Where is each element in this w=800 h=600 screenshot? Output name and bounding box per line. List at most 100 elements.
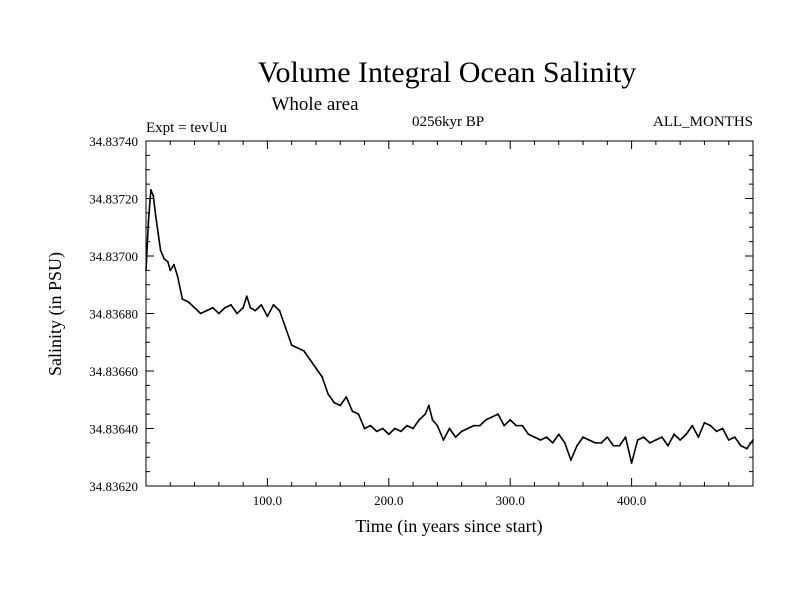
salinity-data-point <box>169 269 172 272</box>
salinity-data-point <box>533 436 536 439</box>
salinity-data-point <box>321 375 323 378</box>
salinity-data-point <box>290 344 293 347</box>
salinity-data-point <box>485 418 487 421</box>
x-tick-label: 300.0 <box>496 493 525 508</box>
salinity-data-point <box>673 433 675 436</box>
salinity-data-point <box>254 309 257 312</box>
salinity-data-point <box>236 312 238 315</box>
salinity-data-point <box>570 459 572 462</box>
axis-ticks: 100.0 200.0 300.0 400.0 34.83620 34.83640 34.8… <box>89 134 753 508</box>
salinity-data-point <box>159 249 162 252</box>
salinity-data-point <box>357 413 360 416</box>
salinity-data-point <box>333 401 336 404</box>
salinity-data-point <box>315 367 317 370</box>
salinity-data-point <box>491 416 493 418</box>
salinity-series-line <box>145 189 754 464</box>
salinity-data-point <box>427 404 430 407</box>
salinity-data-point <box>624 436 627 439</box>
salinity-data-point <box>181 298 184 301</box>
chart-title: Volume Integral Ocean Salinity <box>258 56 637 89</box>
salinity-data-point <box>715 430 718 433</box>
salinity-data-point <box>193 306 196 309</box>
salinity-data-point <box>327 393 329 395</box>
x-axis-label: Time (in years since start) <box>355 516 542 537</box>
salinity-data-point <box>521 424 524 427</box>
salinity-data-point <box>166 260 169 263</box>
salinity-data-point <box>563 441 566 444</box>
plot-frame <box>145 140 754 487</box>
salinity-data-point <box>503 424 506 427</box>
salinity-data-point <box>412 427 414 430</box>
salinity-data-point <box>308 358 311 361</box>
salinity-data-point <box>648 441 651 444</box>
salinity-data-point <box>157 232 160 234</box>
salinity-data-point <box>588 439 591 441</box>
salinity-data-point <box>278 309 281 312</box>
salinity-data-point <box>545 436 548 439</box>
salinity-data-point <box>515 424 518 427</box>
experiment-label: Expt = tevUu <box>146 120 227 136</box>
x-tick-label: 400.0 <box>617 493 646 508</box>
salinity-data-point <box>727 439 730 441</box>
salinity-data-point <box>176 275 179 278</box>
salinity-data-point <box>242 306 245 309</box>
salinity-data-point <box>606 436 609 439</box>
salinity-data-point <box>642 436 645 439</box>
salinity-data-point <box>418 418 421 421</box>
salinity-data-point <box>339 404 342 407</box>
salinity-data-point <box>400 430 402 433</box>
salinity-data-point <box>497 413 499 416</box>
salinity-data-point <box>424 413 427 416</box>
y-tick-label: 34.83700 <box>89 249 138 264</box>
chart-subtitle: Whole area <box>271 94 359 115</box>
salinity-data-point <box>217 312 220 315</box>
salinity-data-point <box>618 444 621 447</box>
salinity-data-point <box>466 427 469 430</box>
salinity-data-point <box>272 303 275 306</box>
salinity-data-point <box>351 410 354 413</box>
salinity-data-point <box>147 220 150 223</box>
salinity-data-point <box>709 424 712 427</box>
salinity-data-point <box>448 427 451 430</box>
salinity-data-point <box>691 424 694 427</box>
salinity-data-point <box>679 439 682 441</box>
salinity-data-point <box>612 444 615 447</box>
y-tick-label: 34.83740 <box>89 134 138 149</box>
salinity-data-point <box>460 430 463 433</box>
salinity-data-point <box>721 427 724 430</box>
salinity-data-point <box>509 418 512 421</box>
salinity-data-point <box>600 441 603 444</box>
salinity-data-point <box>375 430 378 433</box>
salinity-data-point <box>302 349 305 352</box>
salinity-data-point <box>436 424 439 427</box>
salinity-data-point <box>249 306 252 309</box>
salinity-data-point <box>733 436 736 439</box>
salinity-data-point <box>211 306 214 309</box>
salinity-data-point <box>173 263 175 266</box>
y-tick-label: 34.83620 <box>89 479 138 494</box>
salinity-data-point <box>406 424 408 427</box>
salinity-data-point <box>661 436 663 439</box>
plot-lines <box>145 188 754 464</box>
salinity-data-point <box>703 421 706 424</box>
salinity-data-point <box>245 295 248 298</box>
salinity-data-point <box>594 441 597 444</box>
y-tick-label: 34.83640 <box>89 422 138 437</box>
salinity-data-point <box>746 447 748 450</box>
salinity-data-point <box>630 462 633 464</box>
salinity-data-point <box>472 424 475 427</box>
y-tick-label: 34.83680 <box>89 307 138 322</box>
salinity-data-point <box>296 347 299 349</box>
salinity-data-point <box>224 306 226 309</box>
x-tick-label: 100.0 <box>253 493 282 508</box>
salinity-data-point <box>551 441 554 444</box>
salinity-data-point <box>205 309 208 312</box>
salinity-data-point <box>266 315 269 318</box>
salinity-data-point <box>636 439 639 441</box>
salinity-data-point <box>478 424 481 427</box>
salinity-data-point <box>187 301 190 303</box>
salinity-data-point <box>557 433 560 436</box>
salinity-data-point <box>163 257 166 260</box>
salinity-data-point <box>697 436 700 439</box>
